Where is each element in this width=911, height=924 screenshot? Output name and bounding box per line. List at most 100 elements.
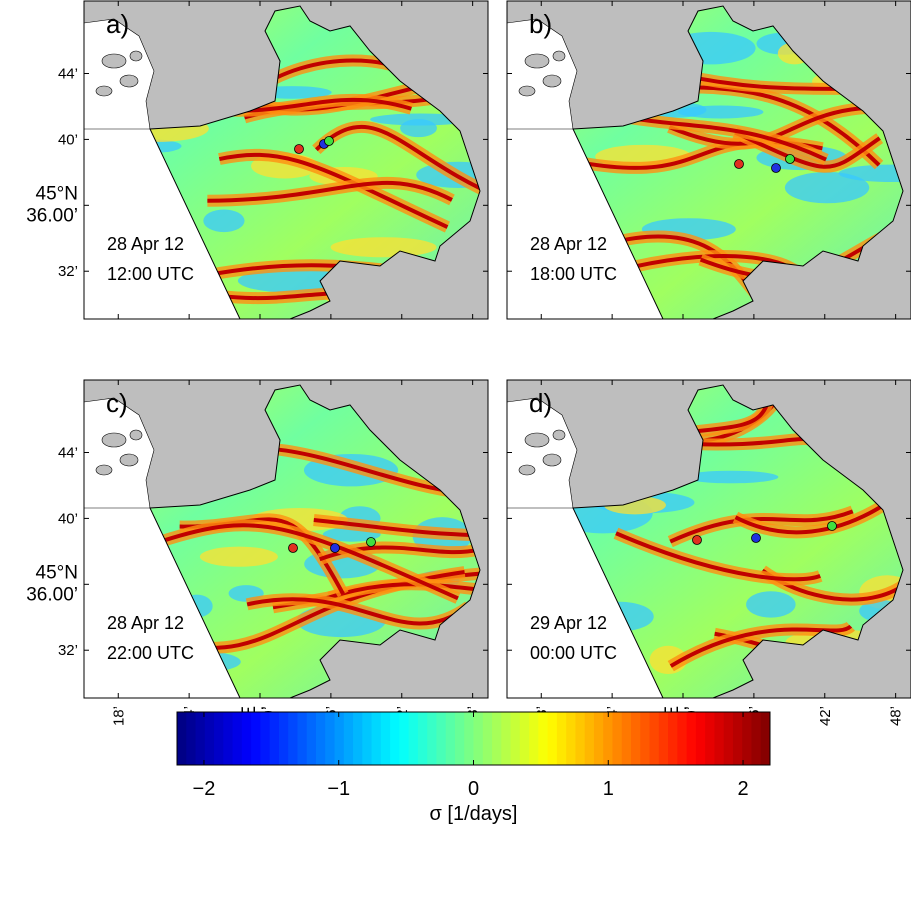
colorbar-band: [556, 712, 567, 765]
island: [95, 85, 113, 97]
colorbar-band: [575, 712, 586, 765]
field-blob: [237, 268, 348, 293]
colorbar-band: [686, 712, 697, 765]
drifter: [330, 543, 340, 553]
colorbar-band: [640, 712, 651, 765]
island: [542, 453, 562, 467]
colorbar-band: [306, 712, 317, 765]
field-blob: [838, 164, 903, 183]
colorbar-band: [204, 712, 215, 765]
y-tick-label: 44’: [58, 444, 78, 461]
colorbar-band: [186, 712, 197, 765]
axes-frame: [506, 379, 911, 699]
field-blob: [678, 105, 764, 119]
time-label: 12:00 UTC: [107, 264, 194, 284]
colorbar-band: [278, 712, 289, 765]
colorbar-band: [612, 712, 623, 765]
drifter: [734, 159, 744, 169]
ridge: [669, 624, 853, 668]
island: [518, 85, 536, 97]
ridge: [218, 152, 449, 229]
island: [101, 53, 127, 69]
colorbar-band: [482, 712, 493, 765]
island: [524, 53, 550, 69]
colorbar-band: [751, 712, 762, 765]
colorbar-band: [223, 712, 234, 765]
map-panel: a) 28 Apr 12 12:00 UTC 44’ 40’ 45°N36.00’ 32’: [26, 0, 489, 320]
lagoon: [506, 397, 578, 509]
colorbar-band: [658, 712, 669, 765]
island: [524, 432, 550, 448]
colorbar-band: [603, 712, 613, 765]
colorbar-band: [399, 712, 410, 765]
lagoon: [83, 397, 155, 509]
island: [542, 74, 562, 88]
x-tick-label: 18’: [110, 706, 127, 726]
time-label: 00:00 UTC: [530, 643, 617, 663]
y-tick-label: 36.00’: [26, 205, 78, 226]
date-label: 28 Apr 12: [107, 234, 184, 254]
colorbar-band: [547, 712, 558, 765]
colorbar-band: [454, 712, 465, 765]
colorbar-band: [390, 712, 400, 765]
colorbar-band: [214, 712, 224, 765]
axes-frame: [83, 0, 489, 320]
colorbar-band: [380, 712, 391, 765]
island: [552, 50, 566, 62]
colorbar-band: [177, 712, 187, 765]
open-sea-mask: [507, 508, 663, 698]
colorbar-band: [529, 712, 539, 765]
colorbar-band: [353, 712, 363, 765]
drifter: [771, 163, 781, 173]
y-tick-label: 40’: [58, 131, 78, 148]
colorbar-band: [436, 712, 447, 765]
colorbar-band: [732, 712, 743, 765]
field-blob: [683, 470, 779, 484]
field-blob: [746, 591, 796, 618]
colorbar-band: [677, 712, 688, 765]
colorbar-band: [723, 712, 734, 765]
colorbar-tick-label: 0: [468, 778, 479, 800]
ridge: [246, 597, 470, 626]
colorbar-band: [334, 712, 345, 765]
colorbar-band: [519, 712, 530, 765]
colorbar-band: [343, 712, 354, 765]
y-tick-label: 45°N: [36, 562, 78, 583]
y-tick-label: 40’: [58, 510, 78, 527]
open-sea-mask: [507, 129, 663, 319]
y-tick-label: 36.00’: [26, 584, 78, 605]
axes-frame: [506, 0, 911, 320]
colorbar-band: [371, 712, 382, 765]
colorbar-band: [232, 712, 243, 765]
colorbar: −2 −1 0 1 2 σ [1/days]: [176, 711, 771, 825]
map-panel: b) 28 Apr 12 18:00 UTC: [506, 0, 911, 320]
colorbar-band: [427, 712, 437, 765]
field-blob: [330, 237, 437, 258]
field-blob: [203, 209, 245, 233]
panel-label: c): [106, 388, 128, 418]
colorbar-band: [538, 712, 549, 765]
colorbar-band: [668, 712, 678, 765]
colorbar-tick-label: 1: [603, 778, 614, 800]
colorbar-band: [417, 712, 428, 765]
coastline: [149, 5, 481, 320]
colorbar-band: [621, 712, 632, 765]
colorbar-band: [631, 712, 641, 765]
island: [119, 453, 139, 467]
panel-label: d): [529, 388, 552, 418]
lagoon: [506, 18, 578, 130]
colorbar-band: [649, 712, 660, 765]
colorbar-band: [315, 712, 326, 765]
colorbar-band: [362, 712, 373, 765]
colorbar-band: [695, 712, 706, 765]
colorbar-label: σ [1/days]: [430, 803, 518, 825]
island: [119, 74, 139, 88]
drifter: [324, 136, 334, 146]
ridge: [313, 518, 480, 541]
drifter: [751, 533, 761, 543]
colorbar-band: [760, 712, 771, 765]
colorbar-band: [325, 712, 336, 765]
coastline: [572, 5, 904, 320]
